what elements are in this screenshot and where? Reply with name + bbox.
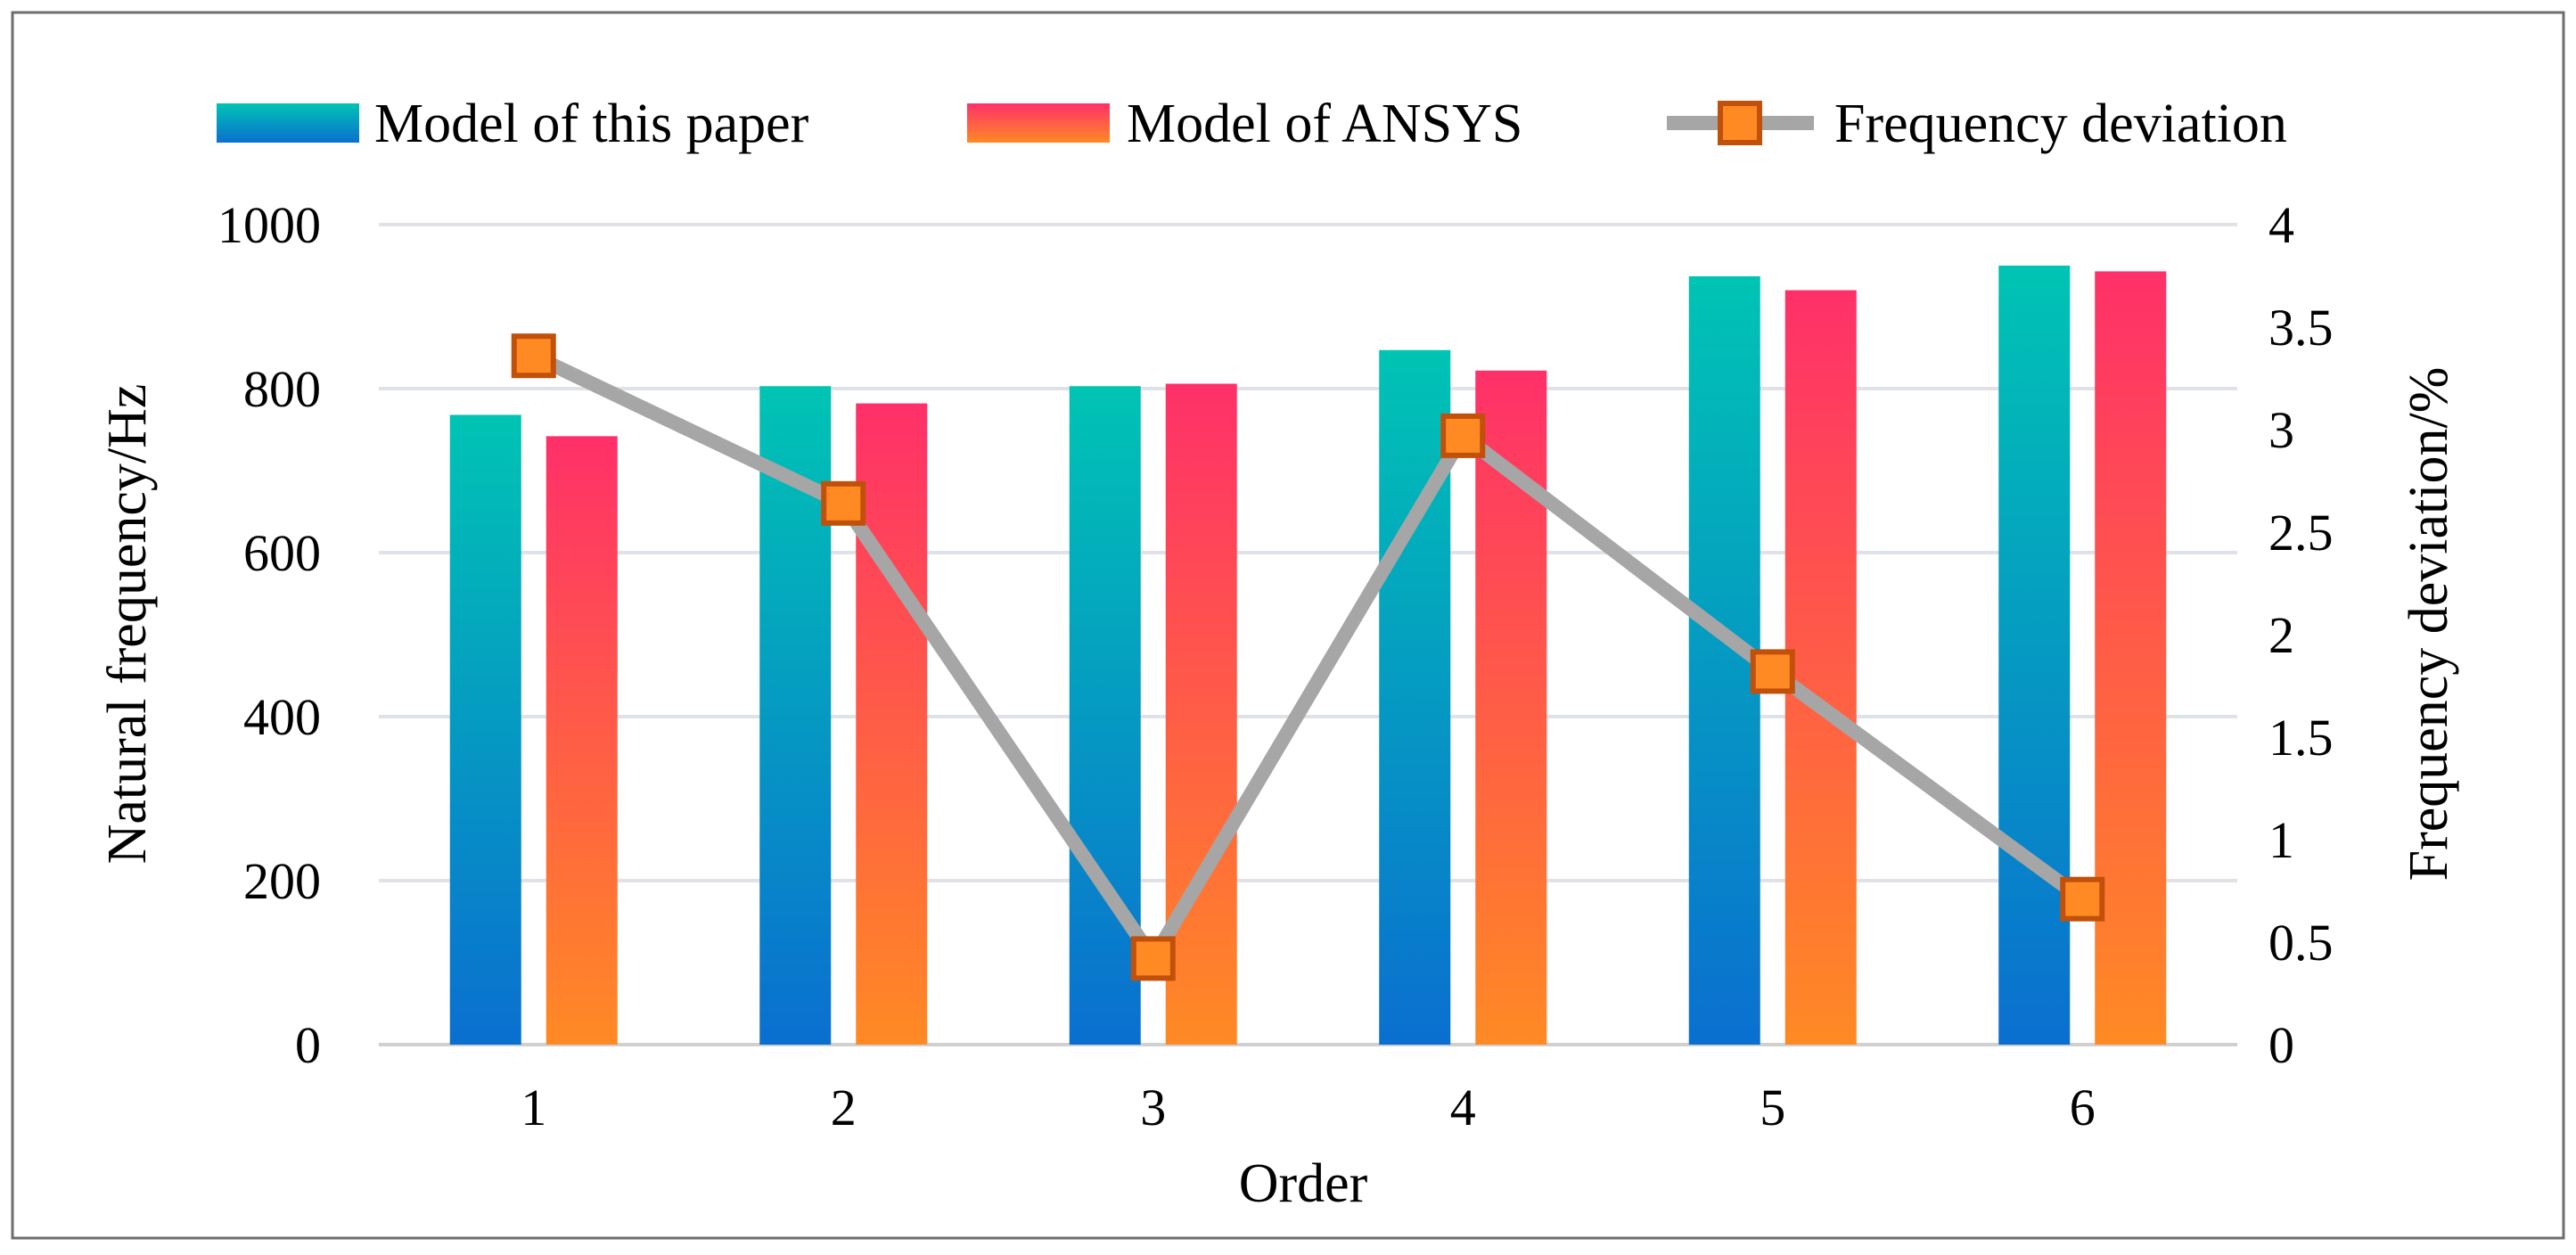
y2-tick-label: 3.5 xyxy=(2268,299,2334,357)
gridlines xyxy=(379,223,2237,1046)
deviation-marker xyxy=(1750,649,1795,694)
x-tick-label: 3 xyxy=(1140,1079,1166,1136)
bar-model-this-paper xyxy=(1069,386,1141,1045)
deviation-marker xyxy=(511,333,556,379)
deviation-marker xyxy=(1130,936,1176,981)
deviation-marker xyxy=(2060,876,2105,922)
x-tick-label: 1 xyxy=(521,1079,546,1136)
y-tick-label: 1000 xyxy=(217,196,321,254)
chart-frame xyxy=(11,11,2565,1240)
y2-tick-label: 1 xyxy=(2268,811,2294,869)
y-tick-label: 800 xyxy=(243,360,321,418)
y-axis-title: Natural frequency/Hz xyxy=(97,384,158,865)
bar-model-ansys xyxy=(856,403,928,1045)
deviation-markers xyxy=(511,333,2105,981)
x-axis-title: Order xyxy=(1239,1153,1368,1214)
bar-model-ansys xyxy=(1784,290,1857,1046)
deviation-marker xyxy=(1440,413,1486,458)
deviation-marker xyxy=(821,480,866,526)
y2-tick-label: 2.5 xyxy=(2268,504,2334,562)
legend-marker-frequency-deviation xyxy=(1718,101,1762,145)
y2-tick-label: 0.5 xyxy=(2268,914,2334,972)
bar-model-this-paper xyxy=(449,414,521,1045)
y2-tick-label: 3 xyxy=(2268,401,2294,459)
legend: Model of this paper Model of ANSYS Frequen… xyxy=(217,94,2287,154)
bar-model-ansys xyxy=(1165,383,1237,1046)
legend-label-model-ansys: Model of ANSYS xyxy=(1127,94,1522,154)
y2-tick-label: 4 xyxy=(2268,196,2294,254)
bar-model-ansys xyxy=(546,436,618,1045)
y-tick-label: 600 xyxy=(243,524,321,582)
bar-model-ansys xyxy=(2095,271,2167,1045)
deviation-line-path xyxy=(530,349,2087,966)
y-tick-label: 0 xyxy=(295,1016,321,1074)
bars xyxy=(449,266,2167,1046)
x-tick-label: 2 xyxy=(831,1079,857,1136)
y2-axis-title: Frequency deviation/% xyxy=(2399,367,2459,882)
legend-swatch-model-ansys xyxy=(967,103,1110,143)
x-tick-label: 6 xyxy=(2070,1079,2096,1136)
legend-swatch-model-this-paper xyxy=(217,103,359,143)
legend-label-frequency-deviation: Frequency deviation xyxy=(1834,94,2287,154)
y2-tick-label: 0 xyxy=(2268,1016,2294,1074)
x-tick-label: 4 xyxy=(1450,1079,1476,1136)
y2-tick-label: 2 xyxy=(2268,606,2294,664)
bar-model-this-paper xyxy=(1379,349,1451,1045)
y-tick-label: 200 xyxy=(243,852,321,910)
legend-label-model-this-paper: Model of this paper xyxy=(374,94,809,154)
x-tick-label: 5 xyxy=(1760,1079,1785,1136)
bar-model-this-paper xyxy=(1998,266,2071,1045)
y-tick-label: 400 xyxy=(243,688,321,746)
deviation-line xyxy=(530,349,2087,966)
y2-tick-label: 1.5 xyxy=(2268,709,2334,767)
axes: 0 200 400 600 800 1000 0 0.5 1 1.5 2 2.5 3 3.5 4 1 2 3 4 5 6 xyxy=(217,196,2334,1136)
